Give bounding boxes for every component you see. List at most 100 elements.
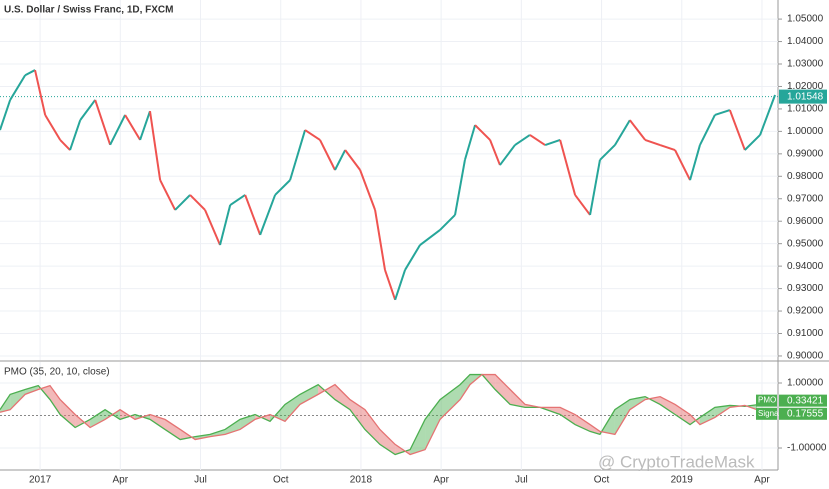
indicator-line	[0, 373, 758, 456]
pmo-band	[575, 414, 591, 432]
price-segment	[714, 109, 731, 116]
price-segment	[419, 229, 441, 246]
y-tick-label: -1.00000	[787, 443, 827, 454]
price-segment	[359, 169, 377, 211]
pmo-band	[379, 429, 396, 455]
y-tick-label: 1.01000	[787, 104, 824, 115]
y-tick-label: 1.05000	[787, 14, 824, 25]
price-segment	[148, 111, 162, 181]
price-segment	[229, 194, 246, 206]
y-tick-label: 1.04000	[787, 36, 824, 47]
price-segment	[319, 139, 336, 171]
pmo-band	[460, 374, 471, 400]
pmo-band	[90, 409, 106, 428]
pmo-band	[10, 389, 26, 410]
price-segment	[79, 99, 96, 121]
y-tick-label: 0.98000	[787, 171, 824, 182]
price-segment	[644, 138, 661, 147]
y-tick-label: 0.93000	[787, 283, 824, 294]
price-segment	[139, 110, 151, 141]
y-tick-label: 0.94000	[787, 261, 824, 272]
price-segment	[274, 179, 291, 196]
y-tick-label: 0.97000	[787, 193, 824, 204]
legend-box	[756, 394, 777, 407]
pmo-band	[349, 399, 365, 430]
price-segment	[629, 119, 646, 141]
price-segment	[289, 129, 307, 181]
price-segment	[59, 139, 71, 151]
pmo-band	[164, 419, 181, 440]
y-tick-label: 0.95000	[787, 238, 824, 249]
x-tick-label: Jul	[194, 475, 207, 486]
price-segment	[374, 209, 386, 271]
price-segment	[574, 194, 591, 216]
price-segment	[744, 134, 761, 151]
price-segment	[334, 149, 347, 171]
pmo-band	[675, 404, 691, 425]
x-tick-label: Apr	[113, 475, 129, 486]
x-tick-label: Apr	[754, 475, 770, 486]
x-tick-label: Apr	[433, 475, 449, 486]
price-segment	[44, 114, 62, 141]
y-tick-label: 1.02000	[787, 81, 824, 92]
y-tick-label: 1.00000	[787, 378, 824, 389]
price-segment	[599, 144, 616, 161]
price-segment	[9, 74, 26, 101]
price-segment	[344, 149, 361, 171]
price-segment	[69, 119, 82, 151]
last-value-box	[779, 407, 827, 420]
price-segment	[614, 119, 631, 146]
price-segment	[544, 138, 561, 147]
price-segment	[759, 94, 776, 136]
price-segment	[174, 194, 191, 211]
price-segment	[454, 159, 466, 216]
watermark: @ CryptoTradeMask	[598, 452, 755, 471]
y-tick-label: 1.00000	[787, 126, 824, 137]
legend-box	[756, 407, 777, 420]
x-tick-label: Jul	[515, 475, 528, 486]
price-segment	[219, 204, 232, 246]
price-segment	[463, 124, 477, 161]
legend-name: PMO	[758, 396, 776, 405]
legend-name: Signal	[758, 409, 780, 418]
x-tick-label: Oct	[594, 475, 610, 486]
pmo-band	[318, 384, 335, 400]
price-segment	[659, 144, 676, 151]
pmo-band	[560, 407, 576, 425]
y-tick-label: 0.96000	[787, 216, 824, 227]
price-segment	[559, 139, 577, 196]
price-segment	[189, 194, 206, 211]
pmo-band	[660, 396, 676, 415]
price-segment	[489, 139, 501, 166]
pmo-band	[440, 384, 461, 420]
price-segment	[259, 194, 277, 236]
price-segment	[304, 129, 321, 141]
price-segment	[204, 209, 221, 246]
pmo-band	[645, 396, 661, 405]
pmo-band	[425, 399, 441, 450]
price-segment	[499, 144, 516, 166]
y-tick-label: 1.03000	[787, 59, 824, 70]
x-tick-label: 2018	[350, 475, 373, 486]
price-segment	[124, 114, 141, 141]
y-tick-label: 0.91000	[787, 328, 824, 339]
pmo-band	[364, 409, 380, 445]
price-segment	[24, 69, 36, 77]
price-segment	[34, 69, 47, 116]
price-segment	[159, 179, 177, 211]
indicator-title: PMO (35, 20, 10, close)	[4, 367, 110, 378]
price-segment	[514, 134, 531, 146]
price-segment	[689, 144, 701, 181]
pmo-band	[495, 374, 511, 405]
pmo-band	[284, 394, 300, 422]
price-segment	[109, 114, 127, 146]
price-segment	[394, 269, 406, 301]
price-segment	[439, 214, 456, 231]
price-segment	[384, 269, 397, 301]
x-tick-label: Oct	[273, 475, 289, 486]
pmo-band	[60, 399, 76, 428]
pmo-band	[699, 407, 715, 425]
y-tick-label: 0.92000	[787, 306, 824, 317]
